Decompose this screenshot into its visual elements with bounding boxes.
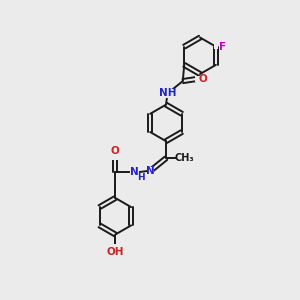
Text: O: O [198, 74, 207, 84]
Bar [111, 244, 120, 252]
Text: NH: NH [159, 88, 176, 98]
Text: N: N [146, 166, 155, 176]
Text: O: O [111, 146, 120, 157]
Bar [130, 168, 139, 176]
Bar [176, 154, 192, 162]
Bar [214, 44, 218, 49]
Bar [195, 76, 201, 82]
Bar [112, 154, 119, 160]
Text: OH: OH [106, 247, 124, 257]
Text: CH₃: CH₃ [174, 153, 194, 163]
Text: H: H [137, 173, 145, 182]
Bar [147, 167, 154, 174]
Bar [161, 89, 174, 98]
Text: F: F [219, 42, 226, 52]
Text: N: N [130, 167, 139, 177]
